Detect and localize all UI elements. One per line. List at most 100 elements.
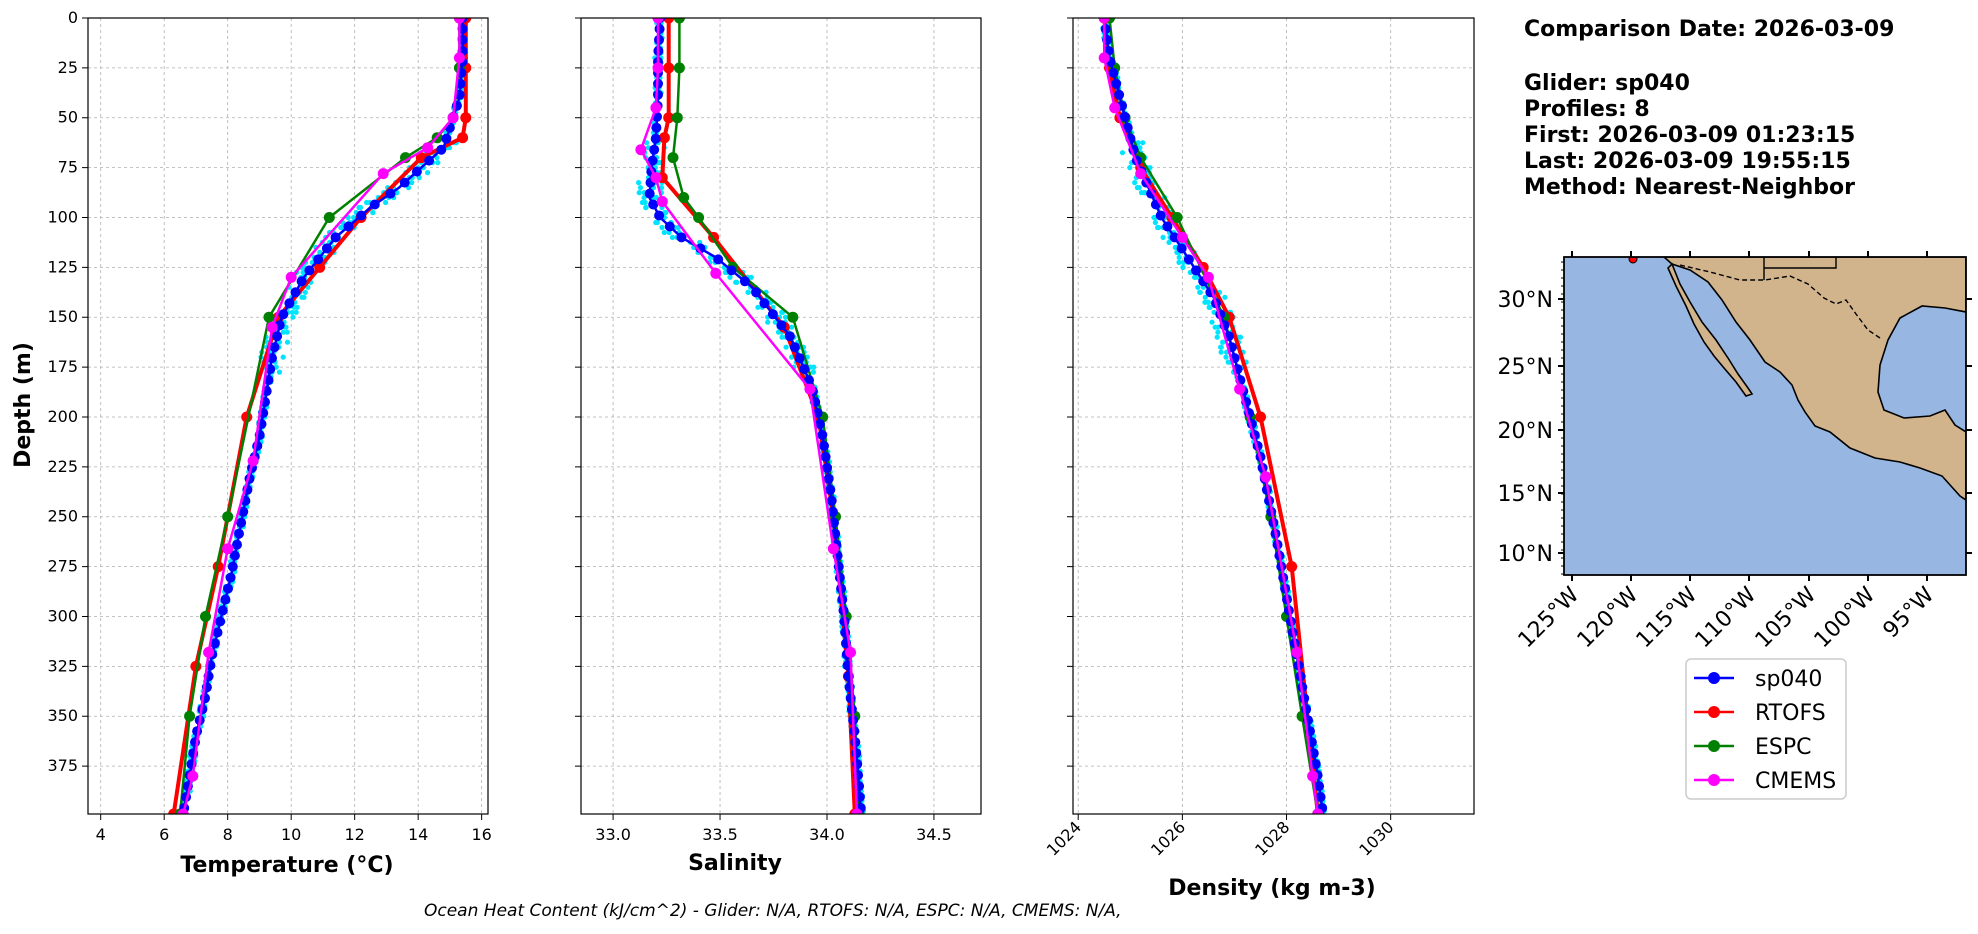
data-point — [236, 517, 247, 528]
series-cmems — [177, 18, 465, 814]
data-point — [415, 152, 427, 164]
y-tick-label: 325 — [47, 656, 78, 675]
glider-scatter-point — [1166, 239, 1172, 245]
data-point — [794, 353, 805, 364]
data-point — [296, 276, 307, 287]
data-point — [441, 133, 452, 144]
data-point — [232, 539, 242, 550]
glider-scatter-point — [789, 324, 795, 330]
series-espc — [174, 18, 465, 814]
series-line — [171, 18, 468, 814]
legend-entry-espc: ESPC — [1694, 735, 1812, 760]
y-tick-label: 300 — [47, 606, 78, 625]
data-point — [649, 144, 660, 155]
glider-scatter-point — [755, 304, 761, 310]
legend-entry-sp040: sp040 — [1694, 667, 1822, 692]
data-point — [652, 62, 664, 74]
glider-scatter-point — [1152, 219, 1158, 226]
glider-scatter-point — [283, 324, 289, 330]
data-point — [664, 221, 675, 232]
data-point — [1291, 646, 1303, 658]
data-point — [1202, 271, 1214, 283]
glider-scatter-point — [644, 140, 650, 146]
data-point — [814, 419, 825, 429]
data-point — [223, 583, 233, 594]
legend-entry-cmems: CMEMS — [1694, 769, 1836, 794]
y-tick-label: 25 — [58, 58, 78, 77]
data-point — [673, 18, 685, 24]
x-tick-label: 1030 — [1355, 817, 1397, 859]
data-point — [453, 18, 465, 24]
data-point — [1122, 122, 1133, 133]
data-point — [411, 166, 422, 177]
glider-scatter-point — [654, 219, 660, 226]
y-tick-label: 50 — [58, 108, 78, 127]
data-point — [822, 462, 833, 473]
glider-scatter-point — [293, 309, 299, 315]
data-point — [784, 331, 795, 342]
data-point — [647, 155, 658, 166]
glider-scatter-point — [435, 160, 441, 166]
data-point — [851, 808, 863, 814]
glider-scatter-point — [351, 214, 357, 221]
data-point — [278, 309, 289, 320]
data-point — [1169, 232, 1180, 243]
data-point — [217, 605, 228, 616]
legend-label: CMEMS — [1755, 769, 1836, 794]
data-point — [663, 62, 675, 74]
data-point — [385, 188, 396, 199]
data-point — [314, 261, 326, 273]
data-point — [787, 311, 799, 323]
y-tick-label: 175 — [47, 357, 78, 376]
y-tick-label: 75 — [58, 158, 78, 177]
map-frame — [1563, 256, 1967, 576]
glider-scatter-point — [659, 185, 665, 191]
series-line — [181, 18, 464, 814]
map-lat-label: 20°N — [1498, 419, 1553, 444]
data-point — [1255, 411, 1266, 423]
glider-scatter-point — [661, 229, 667, 236]
data-point — [247, 455, 259, 467]
axes-frame — [87, 17, 489, 815]
y-tick-label: 125 — [47, 257, 78, 276]
data-point — [330, 232, 341, 243]
x-tick-label: 1026 — [1147, 817, 1189, 859]
glider-location-marker — [1628, 257, 1638, 264]
y-tick-label: 0 — [68, 8, 78, 27]
density-axis-label: Density (kg m-3) — [1168, 876, 1376, 901]
comparison-date: Comparison Date: 2026-03-09 — [1524, 17, 1894, 42]
data-point — [1098, 52, 1110, 64]
data-point — [272, 331, 283, 342]
series-sp040 — [644, 18, 866, 814]
grid — [581, 17, 981, 814]
data-point — [1111, 78, 1122, 89]
glider-scatter-point — [775, 329, 782, 335]
x-tick-label: 34.0 — [809, 825, 845, 844]
series-espc — [667, 18, 865, 814]
data-point — [321, 243, 332, 254]
glider-scatter-point — [1205, 299, 1211, 305]
glider-scatter-point — [1222, 294, 1228, 300]
glider-scatter-point — [280, 329, 286, 335]
data-point — [650, 133, 661, 144]
glider-scatter-point — [1195, 284, 1201, 290]
map-lat-label: 25°N — [1498, 355, 1553, 380]
x-tick-label: 10 — [281, 825, 301, 844]
x-tick-label: 12 — [344, 825, 364, 844]
y-tick-label: 250 — [47, 507, 78, 526]
series-line — [181, 18, 461, 814]
glider-scatter-point — [1218, 344, 1224, 350]
glider-scatter-point — [1119, 150, 1126, 156]
x-tick-label: 1024 — [1043, 817, 1085, 859]
series-line — [648, 18, 863, 814]
glider-scatter-point — [299, 294, 305, 300]
ohc-footer: Ocean Heat Content (kJ/cm^2) - Glider: N… — [424, 901, 1122, 921]
glider-scatter-point — [276, 369, 283, 375]
data-point — [1155, 210, 1166, 221]
map-lon-label: 110°W — [1691, 582, 1762, 653]
location-map: 30°N 25°N 20°N 15°N 10°N 125°W120°W115°W110°W… — [1498, 251, 1972, 653]
series-line — [1102, 18, 1325, 814]
y-tick-label: 225 — [47, 457, 78, 476]
profile-panel-3: 1024 1026 1028 1030 — [1043, 17, 1475, 860]
